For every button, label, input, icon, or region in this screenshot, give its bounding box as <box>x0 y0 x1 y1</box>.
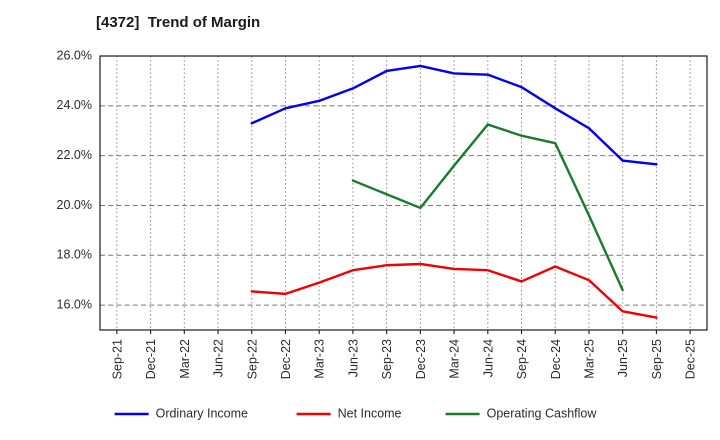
x-axis-tick-label: Mar-24 <box>448 339 462 379</box>
x-axis-tick-label: Sep-22 <box>245 339 259 379</box>
xtick-layer: Sep-21 Dec-21 Mar-22 Jun-22 Sep-22 Dec-22 Mar-… <box>110 330 698 379</box>
chart-title: [4372] Trend of Margin <box>96 14 261 31</box>
x-axis-tick-label: Dec-24 <box>549 339 563 379</box>
x-axis-tick-label: Sep-25 <box>650 339 664 379</box>
x-axis-tick-label: Sep-24 <box>515 339 529 379</box>
x-axis-tick-label: Dec-21 <box>144 339 158 379</box>
legend-label: Net Income <box>338 406 402 420</box>
legend-item[interactable]: Operating Cashflow <box>445 406 598 420</box>
legend-layer: Ordinary Income Net Income Operating Cashf… <box>114 406 598 420</box>
x-axis-tick-label: Sep-23 <box>380 339 394 379</box>
y-axis-tick-label: 20.0% <box>57 198 92 212</box>
legend-item[interactable]: Ordinary Income <box>114 406 248 420</box>
y-axis-tick-label: 16.0% <box>57 297 92 311</box>
legend-item[interactable]: Net Income <box>296 406 402 420</box>
x-axis-tick-label: Jun-25 <box>616 339 630 377</box>
x-axis-tick-label: Sep-21 <box>110 339 124 379</box>
x-axis-tick-label: Dec-23 <box>414 339 428 379</box>
series-line <box>351 123 624 292</box>
series-line <box>250 64 658 166</box>
y-axis-tick-label: 26.0% <box>57 48 92 62</box>
x-axis-tick-label: Dec-25 <box>684 339 698 379</box>
y-axis-tick-label: 18.0% <box>57 248 92 262</box>
x-axis-tick-label: Jun-24 <box>481 339 495 377</box>
grid-layer <box>100 56 707 330</box>
x-axis-tick-label: Dec-22 <box>279 339 293 379</box>
axis-layer <box>99 55 708 331</box>
x-axis-tick-label: Mar-25 <box>582 339 596 379</box>
x-axis-tick-label: Mar-22 <box>178 339 192 379</box>
ytick-layer: 16.0% 18.0% 20.0% 22.0% 24.0% 26.0% <box>57 48 92 311</box>
x-axis-tick-label: Jun-23 <box>346 339 360 377</box>
legend-label: Operating Cashflow <box>487 406 598 420</box>
series-layer <box>250 64 658 319</box>
y-axis-tick-label: 22.0% <box>57 148 92 162</box>
x-axis-tick-label: Mar-23 <box>313 339 327 379</box>
x-axis-tick-label: Jun-22 <box>212 339 226 377</box>
legend-label: Ordinary Income <box>156 406 248 420</box>
series-line <box>250 262 658 319</box>
y-axis-tick-label: 24.0% <box>57 98 92 112</box>
